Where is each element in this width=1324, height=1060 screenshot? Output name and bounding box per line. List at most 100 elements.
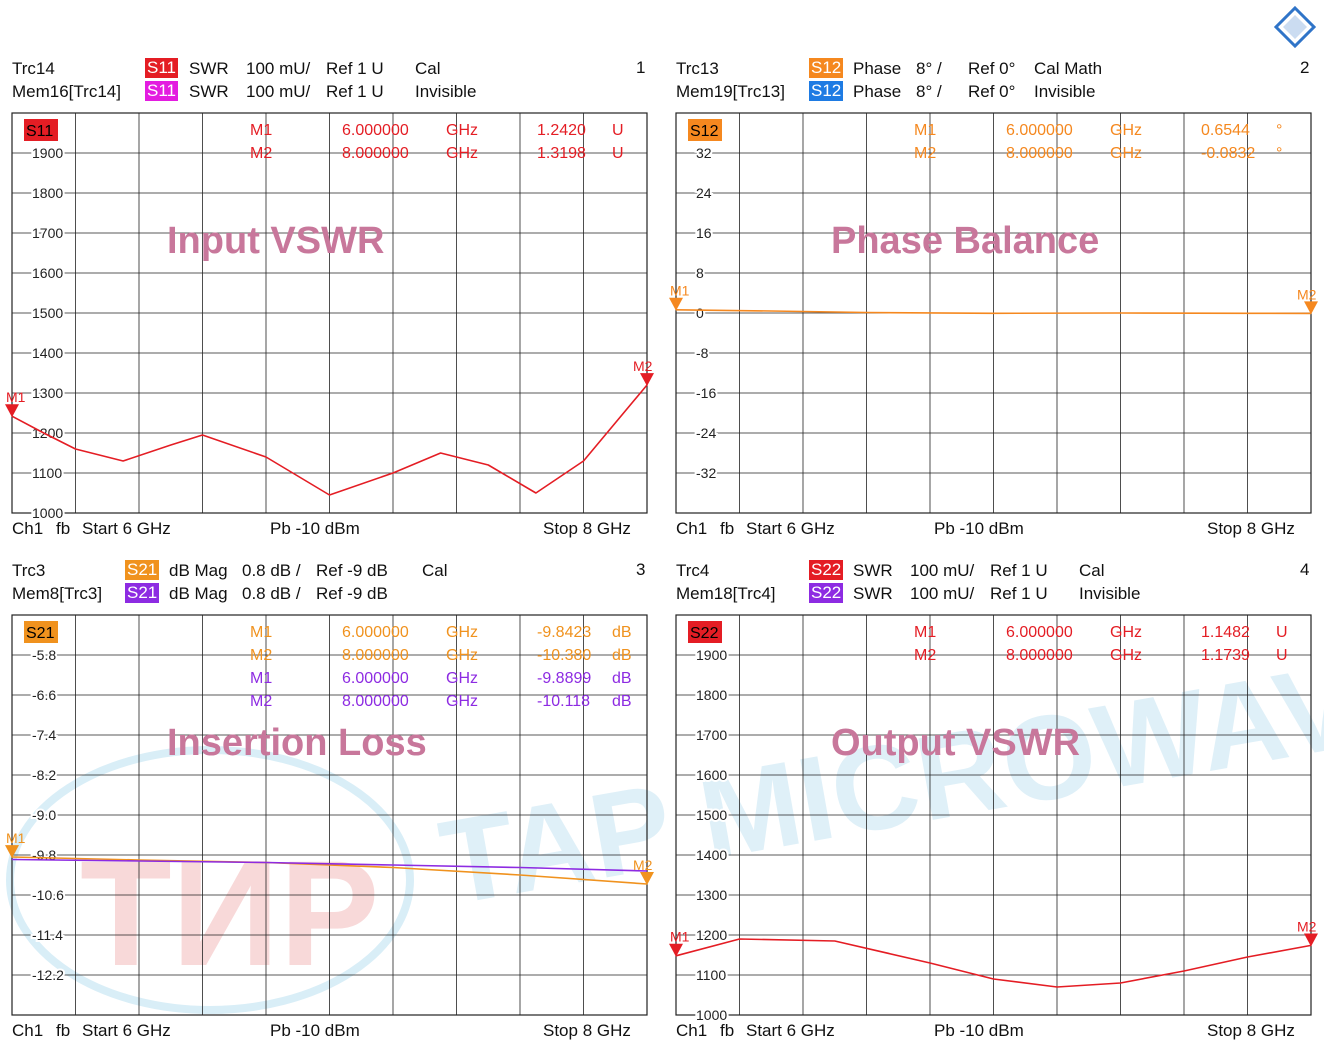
overlay-title: Input VSWR — [167, 220, 384, 262]
y-tick-label: -32 — [696, 465, 716, 481]
header-param: S11 — [145, 58, 178, 78]
header-ref: Ref 1 U — [990, 561, 1048, 580]
marker-point-label: M2 — [1297, 918, 1317, 934]
plot-area[interactable]: 32 24 16 8 0 -8 -16 -24 -32 Phase Balance S12 M1 6.0… — [664, 58, 1324, 558]
y-tick-label: 1600 — [32, 265, 63, 281]
header-name: Mem19[Trc13] — [676, 82, 785, 101]
trace-badge — [24, 119, 58, 141]
marker-value: 1.1739 — [1201, 647, 1250, 664]
y-tick-label: 1200 — [32, 425, 63, 441]
panel-number: 3 — [636, 560, 646, 579]
marker-name: M2 — [914, 145, 936, 162]
y-tick-label: -10.6 — [32, 887, 64, 903]
overlay-title: Output VSWR — [831, 722, 1080, 764]
y-tick-label: -12.2 — [32, 967, 64, 983]
marker-point-label: M2 — [633, 857, 653, 873]
marker-unit: GHz — [1110, 624, 1142, 641]
marker-value: -9.8423 — [537, 624, 591, 641]
y-tick-label: 1500 — [32, 305, 63, 321]
marker-point-m1[interactable] — [5, 404, 19, 418]
footer-channel: Ch1 — [12, 1021, 44, 1040]
y-tick-label: 1900 — [696, 647, 727, 663]
header-format: SWR — [853, 561, 893, 580]
marker-point-m2[interactable] — [640, 872, 654, 885]
footer-power: Pb -10 dBm — [934, 1021, 1024, 1040]
y-tick-label: 32 — [696, 145, 712, 161]
header-format: Phase — [853, 82, 902, 101]
marker-point-m1[interactable] — [669, 297, 683, 311]
marker-vunit: dB — [612, 624, 632, 641]
marker-unit: GHz — [446, 122, 478, 139]
marker-point-label: M1 — [670, 283, 690, 299]
marker-freq: 6.000000 — [1006, 624, 1073, 641]
y-tick-label: -8 — [696, 345, 709, 361]
panel-number: 1 — [636, 58, 646, 77]
marker-freq: 8.000000 — [342, 647, 409, 664]
header-format: Phase — [853, 59, 902, 78]
footer-fb: fb — [720, 519, 735, 538]
marker-point-label: M1 — [670, 929, 690, 945]
header-param: S21 — [125, 583, 160, 603]
marker-point-m2[interactable] — [1304, 933, 1318, 947]
header-name: Trc14 — [12, 59, 55, 78]
diagram-panel-2[interactable]: Trc13 S12 Phase 8° / Ref 0° Cal Math Mem19[Trc… — [664, 58, 1318, 558]
marker-freq: 6.000000 — [342, 624, 409, 641]
y-tick-label: 1400 — [32, 345, 63, 361]
diagram-panel-3[interactable]: Trc3 S21 dB Mag 0.8 dB / Ref -9 dB Cal Mem8[Tr… — [0, 560, 654, 1060]
marker-freq: 6.000000 — [342, 122, 409, 139]
plot-area[interactable]: 1900 1800 1700 1600 1500 1400 1300 1200 1100 1000… — [664, 560, 1324, 1060]
marker-unit: GHz — [446, 647, 478, 664]
marker-unit: GHz — [446, 145, 478, 162]
plot-area[interactable]: -5.8-6.6-7.4-8.2-9.0-9.8-10.6-11.4-12.2I… — [0, 560, 660, 1060]
trace-badge-label: S11 — [26, 123, 53, 140]
marker-point-m1[interactable] — [669, 943, 683, 957]
y-tick-label: 1100 — [696, 967, 726, 983]
overlay-title: Phase Balance — [831, 220, 1099, 262]
y-tick-label: -5.8 — [32, 647, 56, 663]
trace-badge-label: S22 — [690, 625, 719, 642]
y-tick-label: -9.0 — [32, 807, 56, 823]
header-name: Trc3 — [12, 561, 46, 580]
marker-point-m1[interactable] — [5, 845, 19, 859]
plot-area[interactable]: 1900 1800 1700 1600 1500 1400 1300 1200 1100 1000… — [0, 58, 660, 558]
trace-badge — [688, 621, 722, 643]
panel-number: 2 — [1300, 58, 1310, 77]
header-ref: Ref 1 U — [990, 584, 1048, 603]
footer-start: Start 6 GHz — [82, 1021, 171, 1040]
marker-name: M1 — [250, 670, 272, 687]
marker-vunit: U — [612, 122, 624, 139]
trace-badge-label: S21 — [26, 625, 55, 642]
footer-fb: fb — [56, 519, 71, 538]
y-tick-label: -8.2 — [32, 767, 56, 783]
series-line-s12-0 — [675, 309, 1312, 315]
header-name: Trc13 — [676, 59, 719, 78]
marker-vunit: dB — [612, 647, 632, 664]
marker-vunit: dB — [612, 670, 632, 687]
header-cal: Invisible — [1034, 82, 1096, 101]
diagram-panel-1[interactable]: Trc14 S11 SWR 100 mU/Ref 1 U Cal Mem16[Trc14]… — [0, 58, 654, 558]
marker-unit: GHz — [1110, 122, 1142, 139]
marker-name: M1 — [250, 122, 272, 139]
diagram-panel-4[interactable]: Trc4 S22 SWR 100 mU/Ref 1 U Cal Mem18[Trc4] S2… — [664, 560, 1318, 1060]
y-tick-label: -11.4 — [32, 927, 63, 943]
marker-name: M2 — [250, 647, 272, 664]
footer-stop: Stop 8 GHz — [1207, 519, 1295, 538]
header-format: dB Mag — [169, 584, 228, 603]
header-cal: Invisible — [1079, 584, 1141, 603]
y-tick-label: 1800 — [32, 185, 63, 201]
marker-point-m2[interactable] — [640, 373, 654, 387]
y-tick-label: 1300 — [32, 385, 63, 401]
marker-freq: 8.000000 — [342, 693, 409, 710]
y-tick-label: 1900 — [32, 145, 63, 161]
header-name: Mem18[Trc4] — [676, 584, 776, 603]
series-line-s21-0 — [11, 856, 648, 885]
footer-start: Start 6 GHz — [746, 1021, 835, 1040]
marker-point-m2[interactable] — [1304, 301, 1318, 315]
y-tick-label: 24 — [696, 185, 712, 201]
marker-freq: 8.000000 — [1006, 145, 1073, 162]
panel-number: 4 — [1300, 560, 1310, 579]
marker-value: 1.1482 — [1201, 624, 1250, 641]
marker-name: M2 — [250, 693, 272, 710]
y-tick-label: 1500 — [696, 807, 727, 823]
marker-value: -10.118 — [537, 693, 590, 710]
